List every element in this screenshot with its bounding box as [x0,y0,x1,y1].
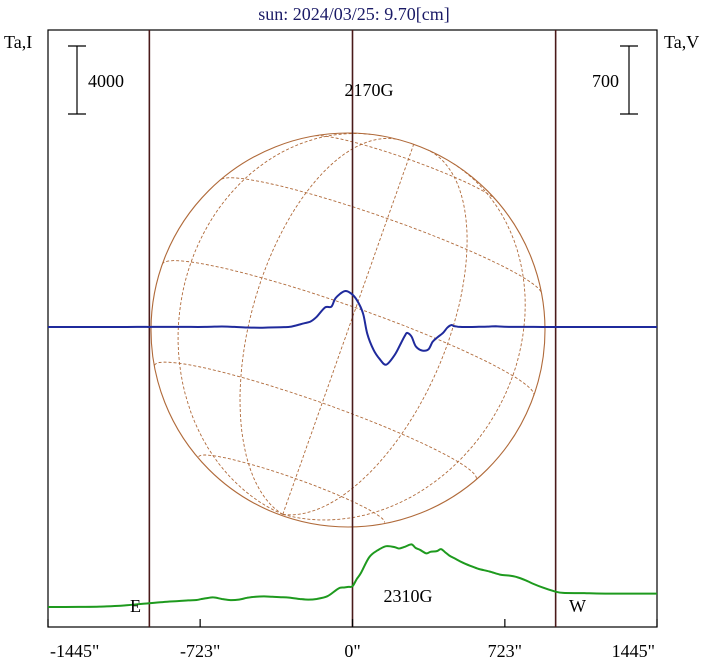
east-label: E [130,596,141,616]
left-scale-bar-label: 4000 [88,71,124,91]
x-axis-ticks: -1445" -723" 0" 723" 1445" [47,619,658,661]
x-tick-label-4: 1445" [612,641,655,661]
west-label: W [569,596,586,616]
longitude-line [239,137,400,515]
longitude-line [177,133,371,515]
latitude-line [315,135,496,200]
right-axis-label: Ta,V [664,32,699,52]
series-lines [47,289,658,608]
disk-limb [150,132,546,528]
solar-disk-grid [150,132,546,528]
x-tick-label-3: 723" [488,641,522,661]
left-axis-label: Ta,I [4,32,32,52]
annotation-2170g: 2170G [345,80,394,100]
x-tick-label-1: -723" [180,641,220,661]
latitude-line [221,177,542,293]
limb-markers [148,30,557,627]
chart-title: sun: 2024/03/25: 9.70[cm] [258,4,450,24]
longitude-line [282,144,415,515]
longitude-line [282,163,526,521]
x-tick-label-2: 0" [344,641,360,661]
latitude-line [161,260,535,396]
right-scale-bar [620,45,638,115]
series-line-stokes-v [47,543,658,608]
left-scale-bar [68,45,86,115]
series-line-stokes-i [48,289,657,366]
right-scale-bar-label: 700 [592,71,619,91]
longitude-line [282,149,468,516]
latitude-line [154,361,477,480]
x-tick-label-0: -1445" [50,641,99,661]
annotation-2310g: 2310G [384,586,433,606]
